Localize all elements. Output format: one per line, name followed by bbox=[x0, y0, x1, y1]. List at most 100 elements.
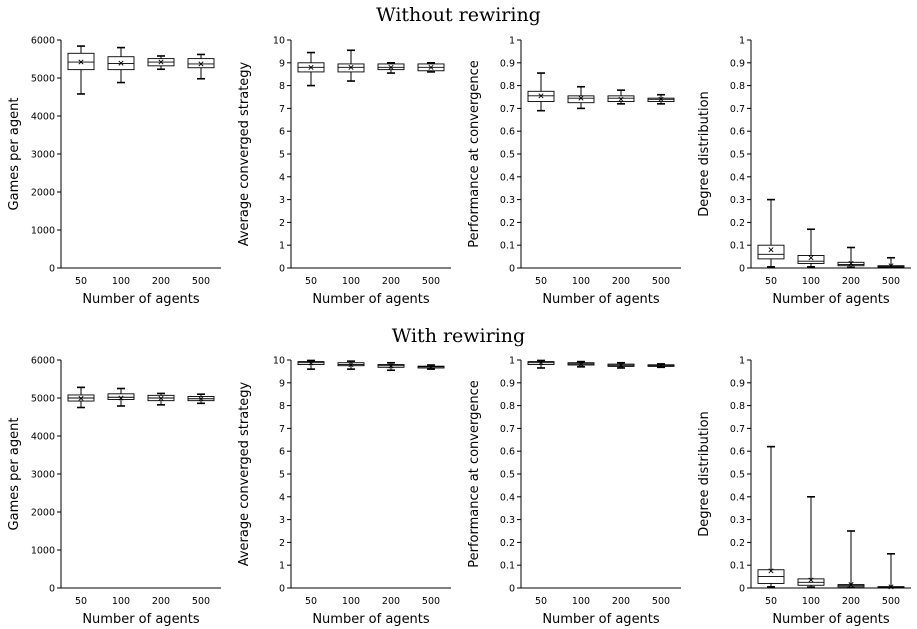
mean-marker bbox=[768, 247, 774, 253]
box-plot-500 bbox=[187, 393, 215, 405]
box-iqr bbox=[107, 393, 135, 400]
chart-average-converged-strategy-with-rewiring: 0 1 2 3 4 5 6 7 8 9 10 50 100 200 500 Number of agents A… bbox=[237, 356, 451, 627]
x-axis-label: Number of agents bbox=[542, 612, 660, 627]
y-tick-label: 0.9 bbox=[730, 58, 745, 69]
box-plot-200 bbox=[147, 55, 175, 71]
box-plot-200 bbox=[377, 61, 405, 74]
box-plot-500 bbox=[647, 363, 675, 369]
y-tick-label: 4 bbox=[279, 172, 285, 183]
mean-marker bbox=[78, 59, 84, 65]
box-iqr bbox=[567, 95, 595, 104]
box-plot-200 bbox=[607, 89, 635, 105]
x-axis-label: Number of agents bbox=[312, 612, 430, 627]
y-axis-label: Average converged strategy bbox=[237, 61, 252, 246]
mean-marker bbox=[308, 64, 314, 70]
x-tick-label: 100 bbox=[112, 596, 130, 607]
mean-marker bbox=[158, 395, 164, 401]
x-axis-label: Number of agents bbox=[82, 292, 200, 307]
y-tick-label: 8 bbox=[279, 401, 285, 412]
y-tick-label: 0.6 bbox=[500, 127, 515, 138]
y-tick-label: 7 bbox=[279, 104, 285, 115]
mean-marker bbox=[808, 255, 814, 261]
x-tick-label: 200 bbox=[382, 596, 400, 607]
box-plot-200 bbox=[147, 392, 175, 406]
y-axis-label: Games per agent bbox=[7, 98, 22, 211]
box-plot-500 bbox=[417, 364, 445, 370]
mean-marker bbox=[808, 577, 814, 583]
y-tick-label: 0.4 bbox=[730, 492, 745, 503]
y-tick-label: 0 bbox=[509, 584, 515, 595]
y-tick-label: 0.7 bbox=[500, 424, 515, 435]
box-plot-50 bbox=[757, 198, 785, 268]
y-tick-label: 0.6 bbox=[730, 447, 745, 458]
mean-marker bbox=[428, 364, 434, 370]
mean-marker bbox=[78, 395, 84, 401]
x-tick-label: 500 bbox=[652, 596, 670, 607]
y-tick-label: 0.2 bbox=[500, 538, 515, 549]
y-tick-label: 5000 bbox=[31, 74, 55, 85]
box-plot-100 bbox=[337, 49, 365, 82]
y-tick-label: 4000 bbox=[31, 112, 55, 123]
y-tick-label: 0 bbox=[509, 264, 515, 275]
y-tick-label: 0.3 bbox=[500, 195, 515, 206]
y-tick-label: 0.4 bbox=[500, 172, 515, 183]
mean-marker bbox=[348, 362, 354, 368]
y-tick-label: 1 bbox=[739, 356, 745, 367]
y-tick-label: 0.3 bbox=[500, 515, 515, 526]
y-tick-label: 9 bbox=[279, 58, 285, 69]
y-axis-label: Degree distribution bbox=[697, 411, 712, 537]
x-tick-label: 500 bbox=[192, 276, 210, 287]
x-tick-label: 50 bbox=[535, 596, 547, 607]
y-tick-label: 6000 bbox=[31, 36, 55, 47]
mean-marker bbox=[848, 582, 854, 588]
y-tick-label: 2 bbox=[279, 538, 285, 549]
x-axis-label: Number of agents bbox=[312, 292, 430, 307]
y-tick-label: 0 bbox=[739, 584, 745, 595]
section-title-with-rewiring: With rewiring bbox=[391, 325, 526, 347]
x-tick-label: 200 bbox=[842, 276, 860, 287]
x-tick-label: 100 bbox=[112, 276, 130, 287]
box-plot-100 bbox=[797, 228, 825, 268]
x-tick-label: 500 bbox=[652, 276, 670, 287]
x-tick-label: 500 bbox=[422, 276, 440, 287]
x-axis-label: Number of agents bbox=[542, 292, 660, 307]
y-tick-label: 0 bbox=[49, 264, 55, 275]
box-plot-200 bbox=[837, 246, 865, 269]
x-tick-label: 200 bbox=[152, 276, 170, 287]
mean-marker bbox=[848, 260, 854, 266]
chart-degree-distribution-with-rewiring: 0 0.1 0.2 0.3 0.4 0.5 0.6 0.7 0.8 0.9 1 50 100 200 500… bbox=[697, 356, 911, 627]
y-tick-label: 0.5 bbox=[500, 470, 515, 481]
y-tick-label: 5000 bbox=[31, 394, 55, 405]
mean-marker bbox=[578, 361, 584, 367]
y-tick-label: 0 bbox=[739, 264, 745, 275]
box-plot-100 bbox=[567, 85, 595, 110]
box-plot-200 bbox=[377, 361, 405, 372]
chart-degree-distribution-without-rewiring: 0 0.1 0.2 0.3 0.4 0.5 0.6 0.7 0.8 0.9 1 50 100 200 500… bbox=[697, 36, 911, 307]
y-tick-label: 9 bbox=[279, 378, 285, 389]
x-tick-label: 500 bbox=[882, 276, 900, 287]
y-tick-label: 6000 bbox=[31, 356, 55, 367]
y-tick-label: 3000 bbox=[31, 150, 55, 161]
box-plot-100 bbox=[337, 360, 365, 370]
y-tick-label: 0.8 bbox=[730, 401, 745, 412]
y-tick-label: 0.1 bbox=[730, 561, 745, 572]
x-tick-label: 500 bbox=[192, 596, 210, 607]
mean-marker bbox=[118, 395, 124, 401]
x-tick-label: 50 bbox=[535, 276, 547, 287]
chart-average-converged-strategy-without-rewiring: 0 1 2 3 4 5 6 7 8 9 10 50 100 200 500 Number of agents A… bbox=[237, 36, 451, 307]
box-iqr bbox=[797, 255, 825, 264]
y-tick-label: 0.3 bbox=[730, 515, 745, 526]
y-tick-label: 0.5 bbox=[730, 150, 745, 161]
box-plot-50 bbox=[757, 445, 785, 588]
box-plot-100 bbox=[107, 387, 135, 407]
chart-games-per-agent-with-rewiring: 0 1000 2000 3000 4000 5000 6000 50 100 200 500 Numb… bbox=[7, 356, 221, 627]
y-tick-label: 1000 bbox=[31, 226, 55, 237]
y-tick-label: 6 bbox=[279, 447, 285, 458]
box-plot-500 bbox=[877, 256, 905, 269]
x-axis-label: Number of agents bbox=[772, 612, 890, 627]
mean-marker bbox=[158, 59, 164, 65]
x-tick-label: 200 bbox=[382, 276, 400, 287]
y-tick-label: 0.5 bbox=[500, 150, 515, 161]
y-tick-label: 1 bbox=[279, 241, 285, 252]
y-tick-label: 10 bbox=[273, 36, 285, 47]
